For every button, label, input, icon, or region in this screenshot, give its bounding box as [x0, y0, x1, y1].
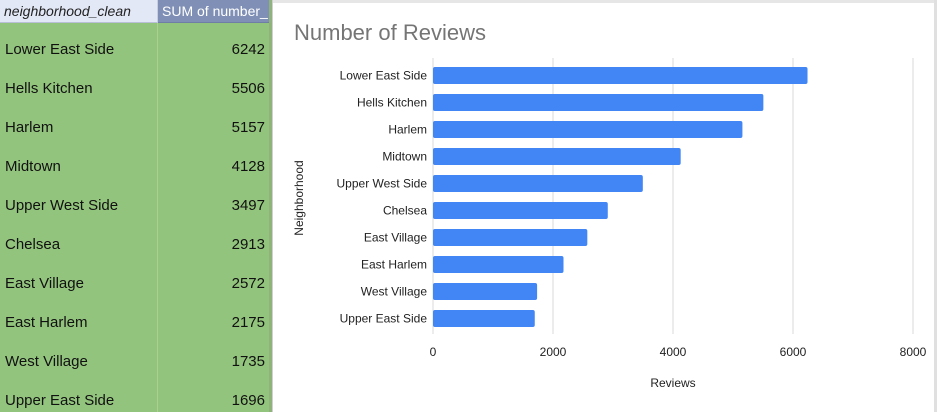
cell-sum[interactable]: 3497 — [158, 179, 269, 218]
cell-neighborhood[interactable]: Harlem — [0, 101, 158, 140]
y-category-label: Chelsea — [383, 204, 427, 218]
bar[interactable] — [433, 256, 564, 273]
cell-neighborhood[interactable]: East Harlem — [0, 296, 158, 335]
y-category-label: Lower East Side — [340, 69, 428, 83]
x-tick-label: 6000 — [780, 345, 807, 359]
table-row[interactable]: East Harlem 2175 — [0, 296, 271, 335]
bar[interactable] — [433, 202, 608, 219]
bar[interactable] — [433, 229, 588, 246]
chart-panel[interactable]: Number of Reviews 0 2000 4000 6000 8000 Lower… — [272, 0, 937, 412]
table-row[interactable]: Lower East Side 6242 — [0, 23, 271, 62]
x-tick-label: 4000 — [660, 345, 687, 359]
table-row[interactable]: Hells Kitchen 5506 — [0, 62, 271, 101]
x-tick-label: 0 — [430, 345, 437, 359]
cell-sum[interactable]: 1696 — [158, 374, 269, 412]
bar[interactable] — [433, 310, 535, 327]
bar[interactable] — [433, 67, 808, 84]
cell-neighborhood[interactable]: Chelsea — [0, 218, 158, 257]
table-row[interactable]: Harlem 5157 — [0, 101, 271, 140]
pivot-header-row: neighborhood_clean SUM of number_ — [0, 0, 271, 23]
y-category-label: West Village — [361, 285, 428, 299]
y-category-label: Upper East Side — [340, 312, 428, 326]
x-axis-title: Reviews — [650, 376, 695, 390]
cell-sum[interactable]: 1735 — [158, 335, 269, 374]
cell-sum[interactable]: 2175 — [158, 296, 269, 335]
y-category-label: Harlem — [388, 123, 427, 137]
cell-neighborhood[interactable]: West Village — [0, 335, 158, 374]
table-row[interactable]: Upper West Side 3497 — [0, 179, 271, 218]
y-axis-title: Neighborhood — [292, 160, 306, 235]
table-row[interactable]: East Village 2572 — [0, 257, 271, 296]
cell-sum[interactable]: 2572 — [158, 257, 269, 296]
y-category-label: Upper West Side — [337, 177, 428, 191]
cell-sum[interactable]: 6242 — [158, 23, 269, 62]
bar[interactable] — [433, 175, 643, 192]
bar[interactable] — [433, 283, 538, 300]
cell-sum[interactable]: 2913 — [158, 218, 269, 257]
table-row[interactable]: Chelsea 2913 — [0, 218, 271, 257]
y-category-label: Midtown — [382, 150, 427, 164]
cell-neighborhood[interactable]: Midtown — [0, 140, 158, 179]
cell-neighborhood[interactable]: Upper West Side — [0, 179, 158, 218]
pivot-body: Lower East Side 6242 Hells Kitchen 5506 Harl… — [0, 23, 271, 412]
x-tick-label: 8000 — [900, 345, 927, 359]
pivot-right-border — [269, 0, 272, 412]
cell-neighborhood[interactable]: Upper East Side — [0, 374, 158, 412]
column-header-sum[interactable]: SUM of number_ — [158, 0, 269, 23]
x-tick-label: 2000 — [540, 345, 567, 359]
pivot-table: neighborhood_clean SUM of number_ Lower … — [0, 0, 272, 412]
cell-neighborhood[interactable]: Hells Kitchen — [0, 62, 158, 101]
table-row[interactable]: Upper East Side 1696 — [0, 374, 271, 412]
cell-sum[interactable]: 4128 — [158, 140, 269, 179]
y-category-label: East Village — [364, 231, 427, 245]
chart-right-border — [934, 0, 937, 412]
chart-top-border — [273, 0, 937, 3]
y-category-label: Hells Kitchen — [357, 96, 427, 110]
bar-chart[interactable]: 0 2000 4000 6000 8000 Lower East Side Hells Ki… — [273, 0, 935, 412]
cell-sum[interactable]: 5506 — [158, 62, 269, 101]
y-category-label: East Harlem — [361, 258, 427, 272]
chart-title: Number of Reviews — [294, 20, 486, 45]
bar[interactable] — [433, 94, 764, 111]
bar[interactable] — [433, 121, 743, 138]
table-row[interactable]: West Village 1735 — [0, 335, 271, 374]
column-header-neighborhood[interactable]: neighborhood_clean — [0, 0, 158, 23]
bar[interactable] — [433, 148, 681, 165]
cell-neighborhood[interactable]: Lower East Side — [0, 23, 158, 62]
table-row[interactable]: Midtown 4128 — [0, 140, 271, 179]
cell-neighborhood[interactable]: East Village — [0, 257, 158, 296]
cell-sum[interactable]: 5157 — [158, 101, 269, 140]
